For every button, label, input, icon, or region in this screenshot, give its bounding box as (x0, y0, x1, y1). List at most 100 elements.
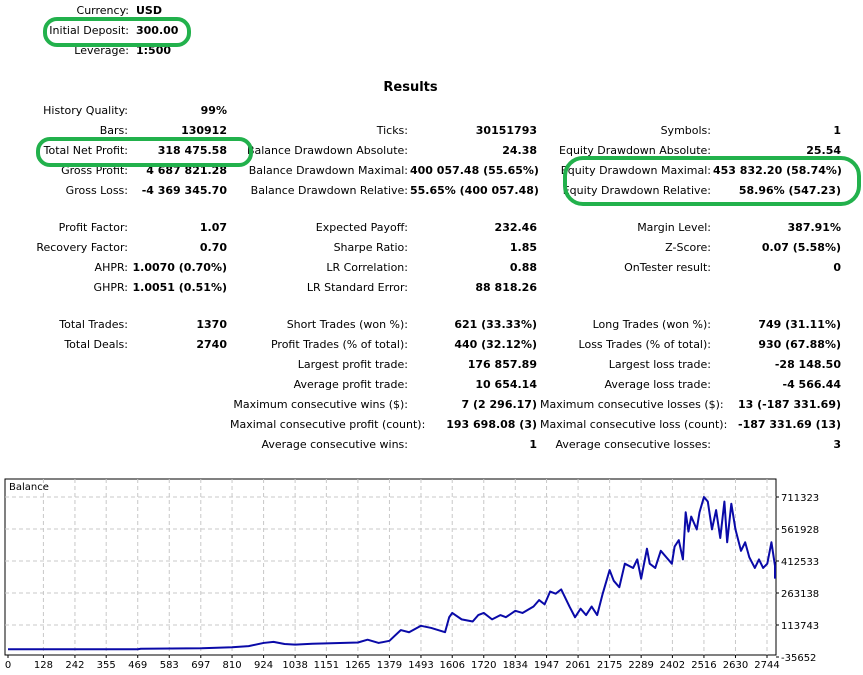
stat-value: 13 (-187 331.69) (738, 398, 841, 411)
leverage-label: Leverage: (74, 44, 129, 57)
stat-value: 4 687 821.28 (146, 164, 227, 177)
balance-line (7, 496, 776, 651)
stat-label: LR Correlation: (326, 261, 408, 274)
stat-value: 1.07 (199, 221, 227, 234)
stat-label: Profit Factor: (58, 221, 128, 234)
stat-label: OnTester result: (624, 261, 711, 274)
chart-title: Balance (9, 482, 49, 493)
stat-value: 25.54 (806, 144, 841, 157)
stat-value: 24.38 (502, 144, 537, 157)
stat-label: LR Standard Error: (306, 281, 408, 294)
stat-value: 0 (833, 261, 841, 274)
x-tick-label: 0 (5, 660, 11, 671)
stat-value: 193 698.08 (3) (446, 418, 537, 431)
stat-label: Symbols: (660, 124, 711, 137)
stat-label: Gross Loss: (65, 184, 128, 197)
stat-value: 1370 (196, 318, 227, 331)
x-tick-label: 697 (191, 660, 210, 671)
x-tick-label: 1151 (314, 660, 339, 671)
stat-label: Recovery Factor: (36, 241, 128, 254)
stat-value: 99% (200, 104, 227, 117)
stat-label: Maximal consecutive profit (count): (230, 418, 426, 431)
stat-value: 58.96% (547.23) (738, 184, 841, 197)
stat-value: 453 832.20 (58.74%) (713, 164, 842, 177)
x-tick-label: 1834 (503, 660, 528, 671)
stat-value: 2740 (196, 338, 227, 351)
x-tick-label: 1493 (408, 660, 433, 671)
x-tick-label: 1720 (471, 660, 496, 671)
stat-label: Total Deals: (64, 338, 128, 351)
stat-value: 387.91% (787, 221, 841, 234)
x-tick-label: 2744 (754, 660, 779, 671)
leverage-value: 1:500 (136, 44, 172, 57)
x-tick-label: 810 (223, 660, 242, 671)
stat-value: 1 (529, 438, 537, 451)
stat-label: GHPR: (93, 281, 128, 294)
stat-value: -187 331.69 (13) (738, 418, 841, 431)
stat-label: Gross Profit: (61, 164, 128, 177)
x-tick-label: 2402 (660, 660, 685, 671)
stat-value: 130912 (181, 124, 227, 137)
currency-label: Currency: (76, 4, 129, 17)
stat-value: 400 057.48 (55.65%) (410, 164, 539, 177)
stat-label: Balance Drawdown Absolute: (246, 144, 408, 157)
stat-value: 55.65% (400 057.48) (410, 184, 539, 197)
stat-label: Average profit trade: (293, 378, 408, 391)
x-tick-label: 128 (34, 660, 53, 671)
stat-value: 621 (33.33%) (454, 318, 537, 331)
stat-label: Sharpe Ratio: (333, 241, 408, 254)
stat-label: Margin Level: (637, 221, 711, 234)
y-tick-label: 561928 (781, 525, 819, 536)
stat-value: 749 (31.11%) (758, 318, 841, 331)
stat-value: 1.0051 (0.51%) (132, 281, 228, 294)
x-tick-label: 1038 (282, 660, 307, 671)
stat-label: Long Trades (won %): (592, 318, 711, 331)
stat-value: 3 (833, 438, 841, 451)
currency-value: USD (136, 4, 162, 17)
x-tick-label: 924 (254, 660, 273, 671)
stat-value: 88 818.26 (475, 281, 537, 294)
y-tick-label: 263138 (781, 589, 819, 600)
x-tick-label: 2061 (565, 660, 590, 671)
x-tick-label: 1606 (439, 660, 464, 671)
y-tick-label: 113743 (781, 621, 819, 632)
initial-deposit-label: Initial Deposit: (49, 24, 129, 37)
balance-chart: 0 128 242 355 469 583 697 810 924 1038 1151 1265 137… (4, 478, 819, 671)
stat-value: 930 (67.88%) (758, 338, 841, 351)
stat-label: Loss Trades (% of total): (578, 338, 711, 351)
stat-label: Maximum consecutive wins ($): (233, 398, 408, 411)
stat-value: 318 475.58 (157, 144, 227, 157)
stat-label: Bars: (99, 124, 128, 137)
stat-label: Equity Drawdown Absolute: (559, 144, 711, 157)
stat-label: Short Trades (won %): (286, 318, 408, 331)
stat-label: Equity Drawdown Maximal: (560, 164, 711, 177)
stat-value: -4 369 345.70 (141, 184, 227, 197)
y-tick-label: 711323 (781, 493, 819, 504)
stat-label: Balance Drawdown Relative: (250, 184, 408, 197)
stat-value: 1 (833, 124, 841, 137)
stat-label: Balance Drawdown Maximal: (248, 164, 408, 177)
x-tick-label: 355 (97, 660, 116, 671)
x-tick-label: 2630 (723, 660, 748, 671)
stat-label: Maximum consecutive losses ($): (540, 398, 724, 411)
stat-label: Expected Payoff: (315, 221, 408, 234)
stat-label: Profit Trades (% of total): (270, 338, 408, 351)
y-tick-label: -35652 (781, 653, 816, 664)
stat-label: Average loss trade: (604, 378, 711, 391)
stat-value: 440 (32.12%) (454, 338, 537, 351)
stat-label: Largest profit trade: (297, 358, 408, 371)
x-tick-label: 2175 (597, 660, 622, 671)
stat-label: Ticks: (376, 124, 408, 137)
x-tick-label: 2289 (628, 660, 653, 671)
chart-frame (4, 478, 777, 656)
stat-value: 0.70 (199, 241, 227, 254)
stat-value: 1.0070 (0.70%) (132, 261, 228, 274)
x-tick-label: 1379 (377, 660, 402, 671)
stat-label: Average consecutive wins: (261, 438, 408, 451)
x-tick-label: 242 (65, 660, 84, 671)
x-tick-label: 583 (160, 660, 179, 671)
x-tick-label: 469 (128, 660, 147, 671)
stat-label: Z-Score: (665, 241, 711, 254)
x-tick-label: 1947 (534, 660, 559, 671)
initial-deposit-value: 300.00 (136, 24, 179, 37)
